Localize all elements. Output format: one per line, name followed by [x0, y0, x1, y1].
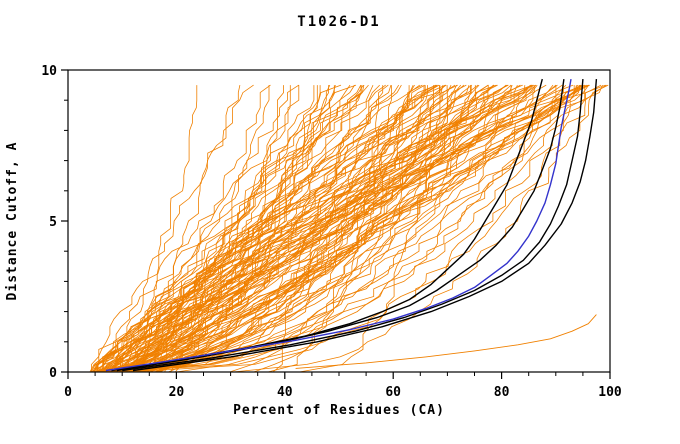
ensemble-curve — [96, 84, 507, 373]
ensemble-curve — [272, 85, 362, 373]
axes: 0 20 40 60 80 100 0 5 10 — [41, 64, 622, 400]
series-best-model-blue — [105, 78, 572, 372]
ensemble-curve — [93, 85, 586, 373]
ensemble-curve — [158, 85, 472, 373]
ensemble-curve — [155, 84, 497, 373]
highlight-curves — [105, 78, 598, 372]
ensemble-curve — [102, 84, 590, 372]
ensemble-curve — [176, 84, 518, 373]
ensemble-curve — [103, 84, 606, 373]
ensemble-curve — [154, 84, 465, 373]
ensemble-curve — [109, 84, 452, 373]
x-tick-label: 40 — [277, 385, 293, 400]
ensemble-curve — [99, 85, 526, 373]
ensemble-curve — [107, 84, 480, 373]
ensemble-curve — [94, 84, 533, 373]
series-highlight-black-2 — [116, 79, 565, 372]
ensemble-curve — [123, 84, 590, 373]
y-tick-label: 5 — [49, 215, 57, 230]
series-highlight-black-4 — [132, 79, 598, 372]
ensemble-curve — [145, 84, 567, 373]
ensemble-curve — [106, 85, 425, 373]
ensemble-curve — [100, 85, 557, 373]
ensemble-curve — [113, 84, 467, 373]
ensemble-curve — [107, 84, 402, 373]
ensemble-curve — [111, 85, 434, 373]
x-tick-label: 80 — [494, 385, 510, 400]
ensemble-curve — [96, 84, 479, 372]
ensemble-curve — [118, 85, 362, 373]
x-tick-label: 100 — [598, 385, 622, 400]
ensemble-curve — [97, 84, 362, 373]
ensemble-curve — [94, 84, 538, 373]
ensemble-curve — [91, 84, 386, 373]
ensemble-curve — [102, 84, 458, 373]
ensemble-curve — [90, 84, 558, 373]
ensemble-curve — [253, 84, 415, 373]
ensemble-curve — [109, 84, 440, 373]
ensemble-curve — [97, 85, 476, 373]
series-outlier-orange-flat — [295, 314, 597, 369]
y-tick-label: 10 — [41, 64, 57, 79]
x-tick-label: 60 — [385, 385, 401, 400]
ensemble-curve — [129, 85, 577, 373]
ensemble-curve — [100, 84, 271, 373]
ensemble-curve — [130, 85, 489, 373]
ensemble-curve — [233, 84, 609, 373]
x-axis-label: Percent of Residues (CA) — [233, 403, 445, 418]
ensemble-curve — [128, 84, 436, 373]
ensemble-curve — [127, 85, 410, 373]
y-axis-label: Distance Cutoff, A — [5, 142, 20, 301]
ensemble-curve — [138, 85, 285, 373]
ensemble-curve — [121, 84, 254, 372]
ensemble-curve — [133, 84, 512, 373]
ensemble-curve — [111, 84, 437, 373]
x-tick-label: 0 — [64, 385, 72, 400]
ensemble-curve — [93, 84, 531, 372]
ensemble-curve — [153, 84, 300, 372]
ensemble-curve — [123, 84, 557, 373]
ensemble-curve — [137, 84, 336, 373]
ensemble-curve — [128, 84, 425, 373]
series-highlight-black-3 — [122, 79, 584, 372]
chart-title: T1026-D1 — [297, 14, 380, 30]
ensemble-curve — [106, 84, 563, 373]
ensemble-curve — [135, 85, 426, 373]
ensemble-curve — [93, 84, 351, 373]
ensemble-curve — [104, 84, 554, 373]
ensemble-curve — [122, 84, 536, 373]
y-tick-label: 0 — [49, 366, 57, 381]
ensemble-curve — [134, 84, 421, 373]
ensemble-curve — [121, 84, 580, 372]
ensemble-curve — [96, 84, 579, 373]
ensemble-curve — [127, 84, 513, 373]
ensemble-curve — [94, 84, 470, 373]
x-tick-label: 20 — [169, 385, 185, 400]
ensemble-curve — [97, 84, 534, 373]
ensemble-curve — [91, 84, 357, 372]
ensemble-curve — [121, 84, 603, 373]
ensemble-curve — [95, 84, 547, 373]
ensemble-curve — [146, 85, 241, 373]
ensemble-curves — [89, 84, 609, 373]
ensemble-curve — [110, 85, 581, 373]
